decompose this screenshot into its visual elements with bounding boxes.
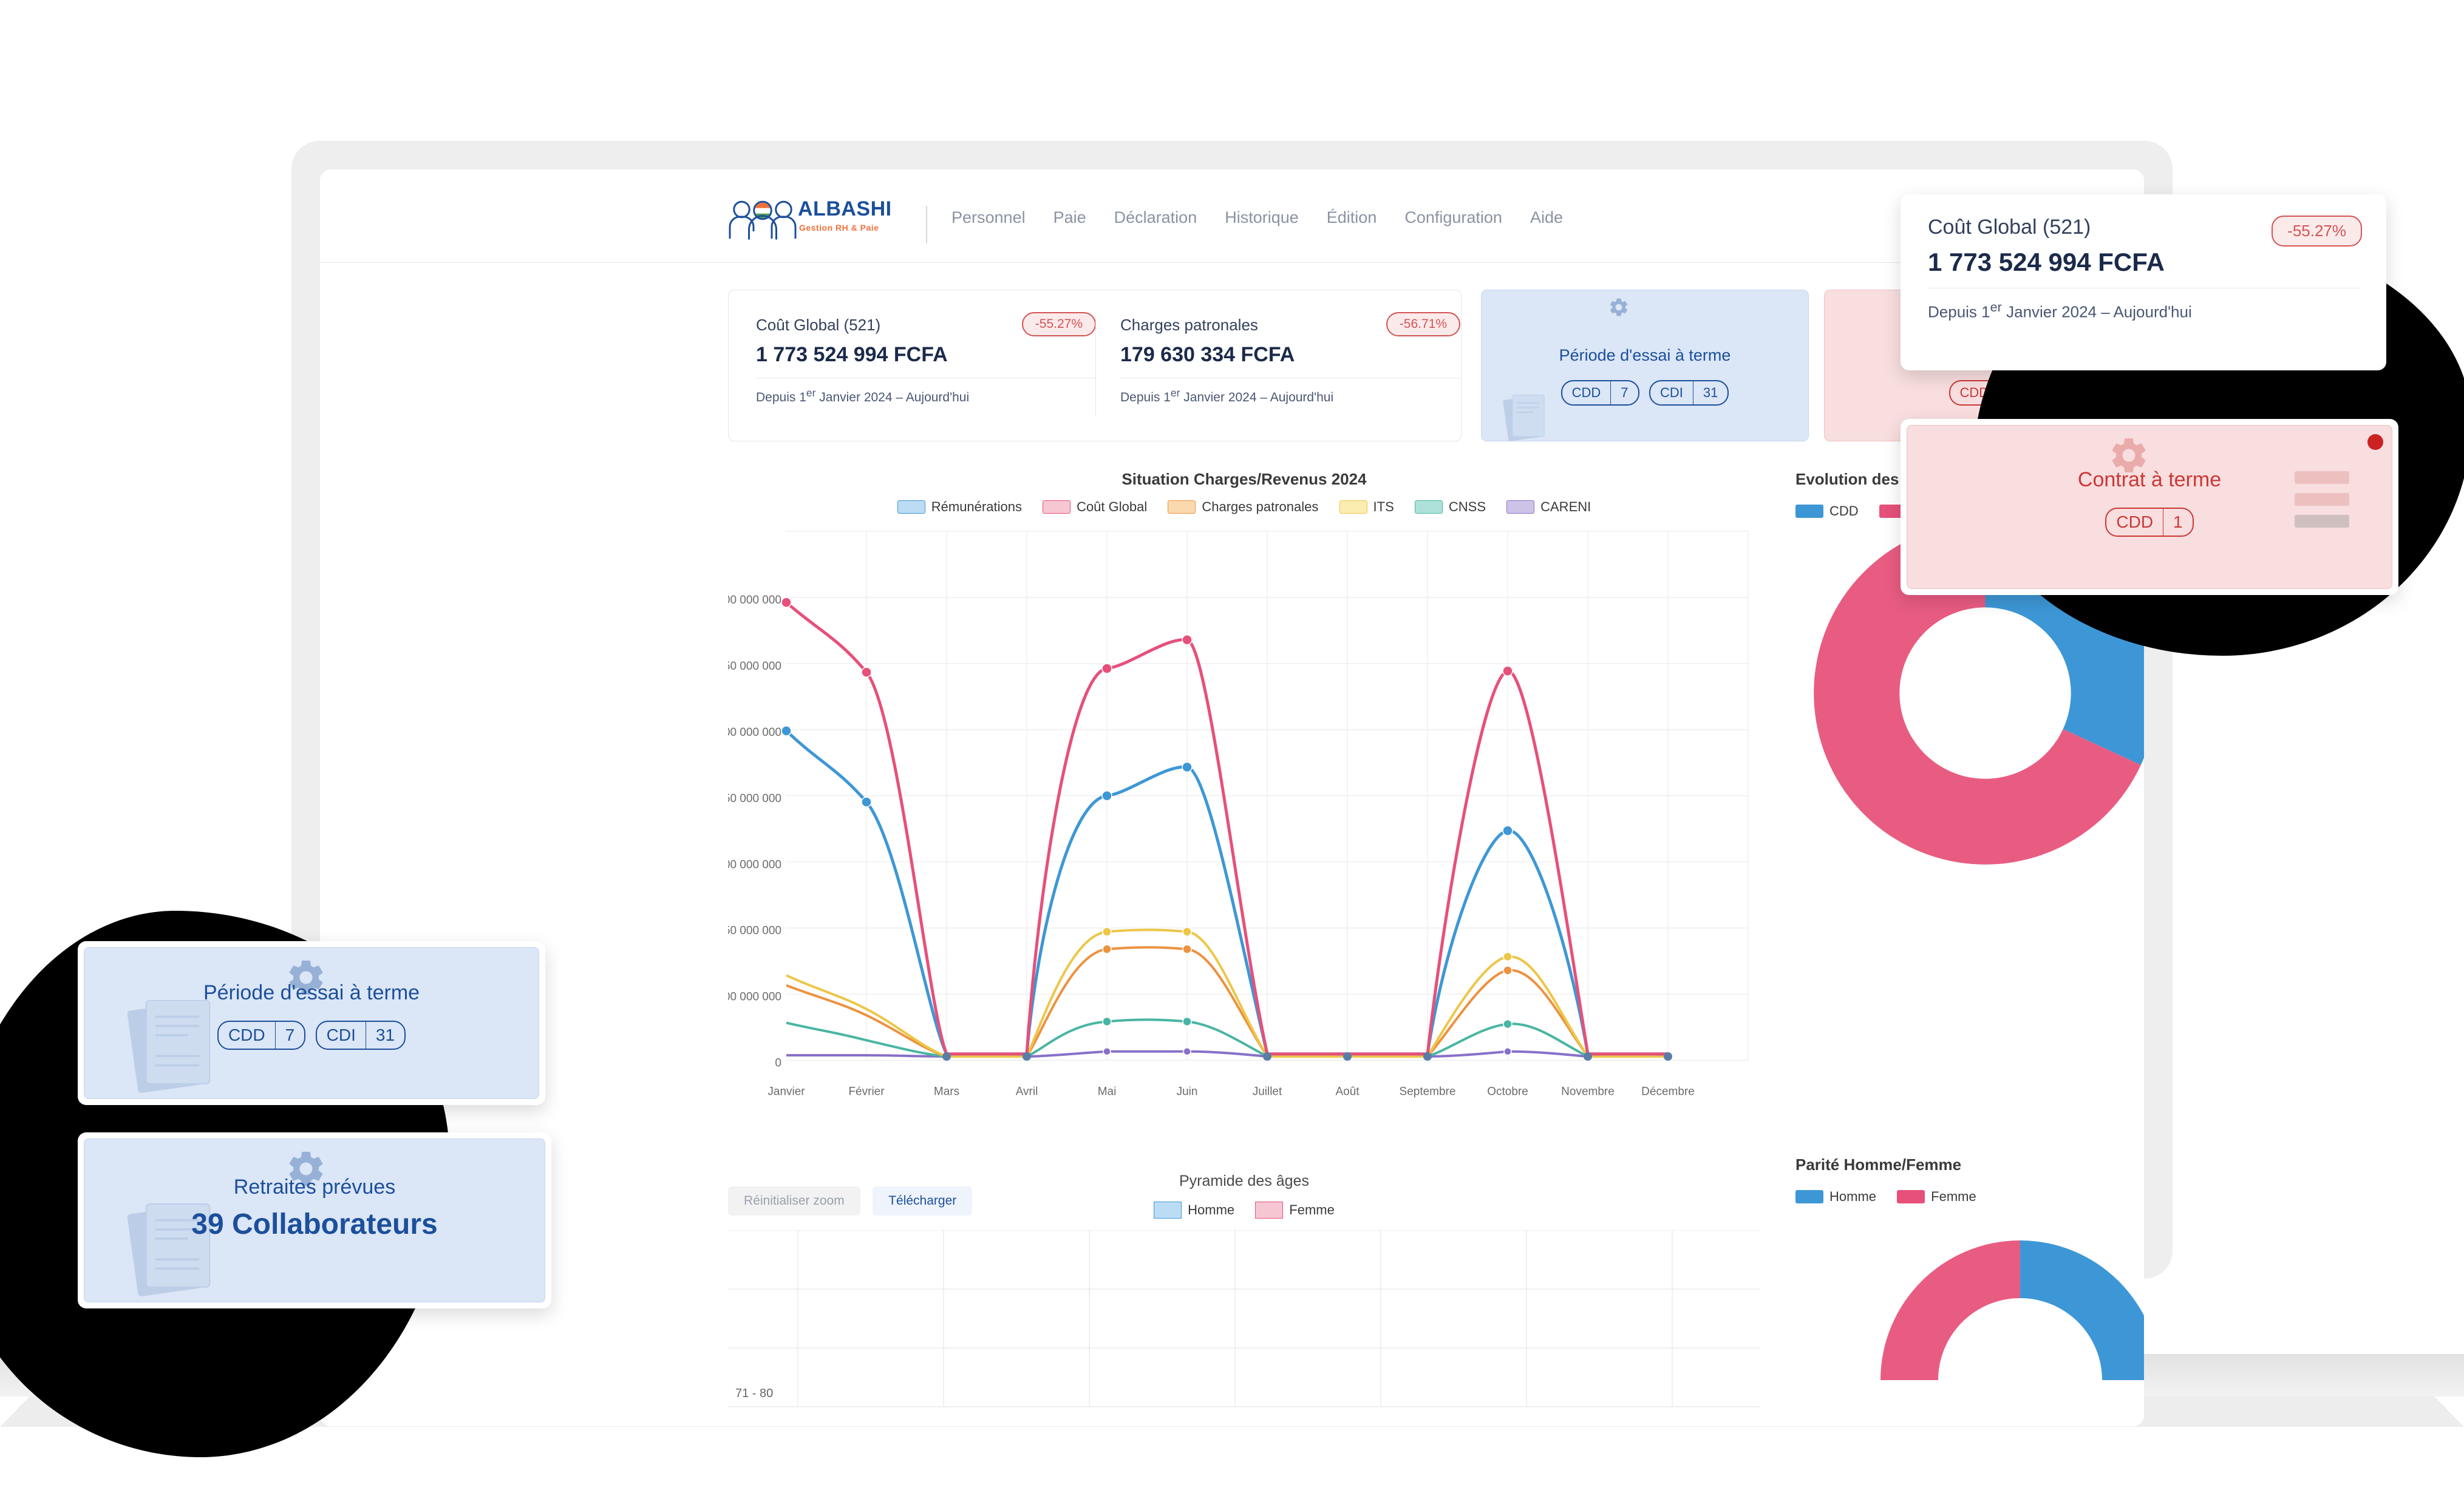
svg-text:Juin: Juin — [1177, 1086, 1198, 1098]
svg-text:250 000 000: 250 000 000 — [728, 792, 781, 805]
svg-text:71 - 80: 71 - 80 — [735, 1387, 773, 1400]
svg-text:Août: Août — [1335, 1086, 1360, 1098]
svg-text:Novembre: Novembre — [1561, 1086, 1615, 1098]
svg-text:300 000 000: 300 000 000 — [728, 726, 781, 739]
svg-text:Février: Février — [848, 1086, 885, 1098]
svg-text:350 000 000: 350 000 000 — [728, 660, 781, 673]
svg-text:400 000 000: 400 000 000 — [728, 594, 781, 607]
svg-text:200 000 000: 200 000 000 — [728, 859, 781, 871]
svg-text:Mai: Mai — [1098, 1086, 1117, 1098]
svg-text:Avril: Avril — [1016, 1086, 1038, 1098]
svg-text:0: 0 — [775, 1056, 781, 1069]
svg-text:100 000 000: 100 000 000 — [728, 991, 781, 1004]
svg-text:150 000 000: 150 000 000 — [728, 925, 781, 937]
svg-text:Décembre: Décembre — [1641, 1086, 1695, 1098]
svg-text:Janvier: Janvier — [767, 1086, 805, 1098]
svg-text:Octobre: Octobre — [1487, 1086, 1528, 1098]
svg-text:Septembre: Septembre — [1400, 1086, 1456, 1098]
svg-text:Juillet: Juillet — [1253, 1086, 1282, 1098]
svg-text:Mars: Mars — [934, 1086, 959, 1098]
